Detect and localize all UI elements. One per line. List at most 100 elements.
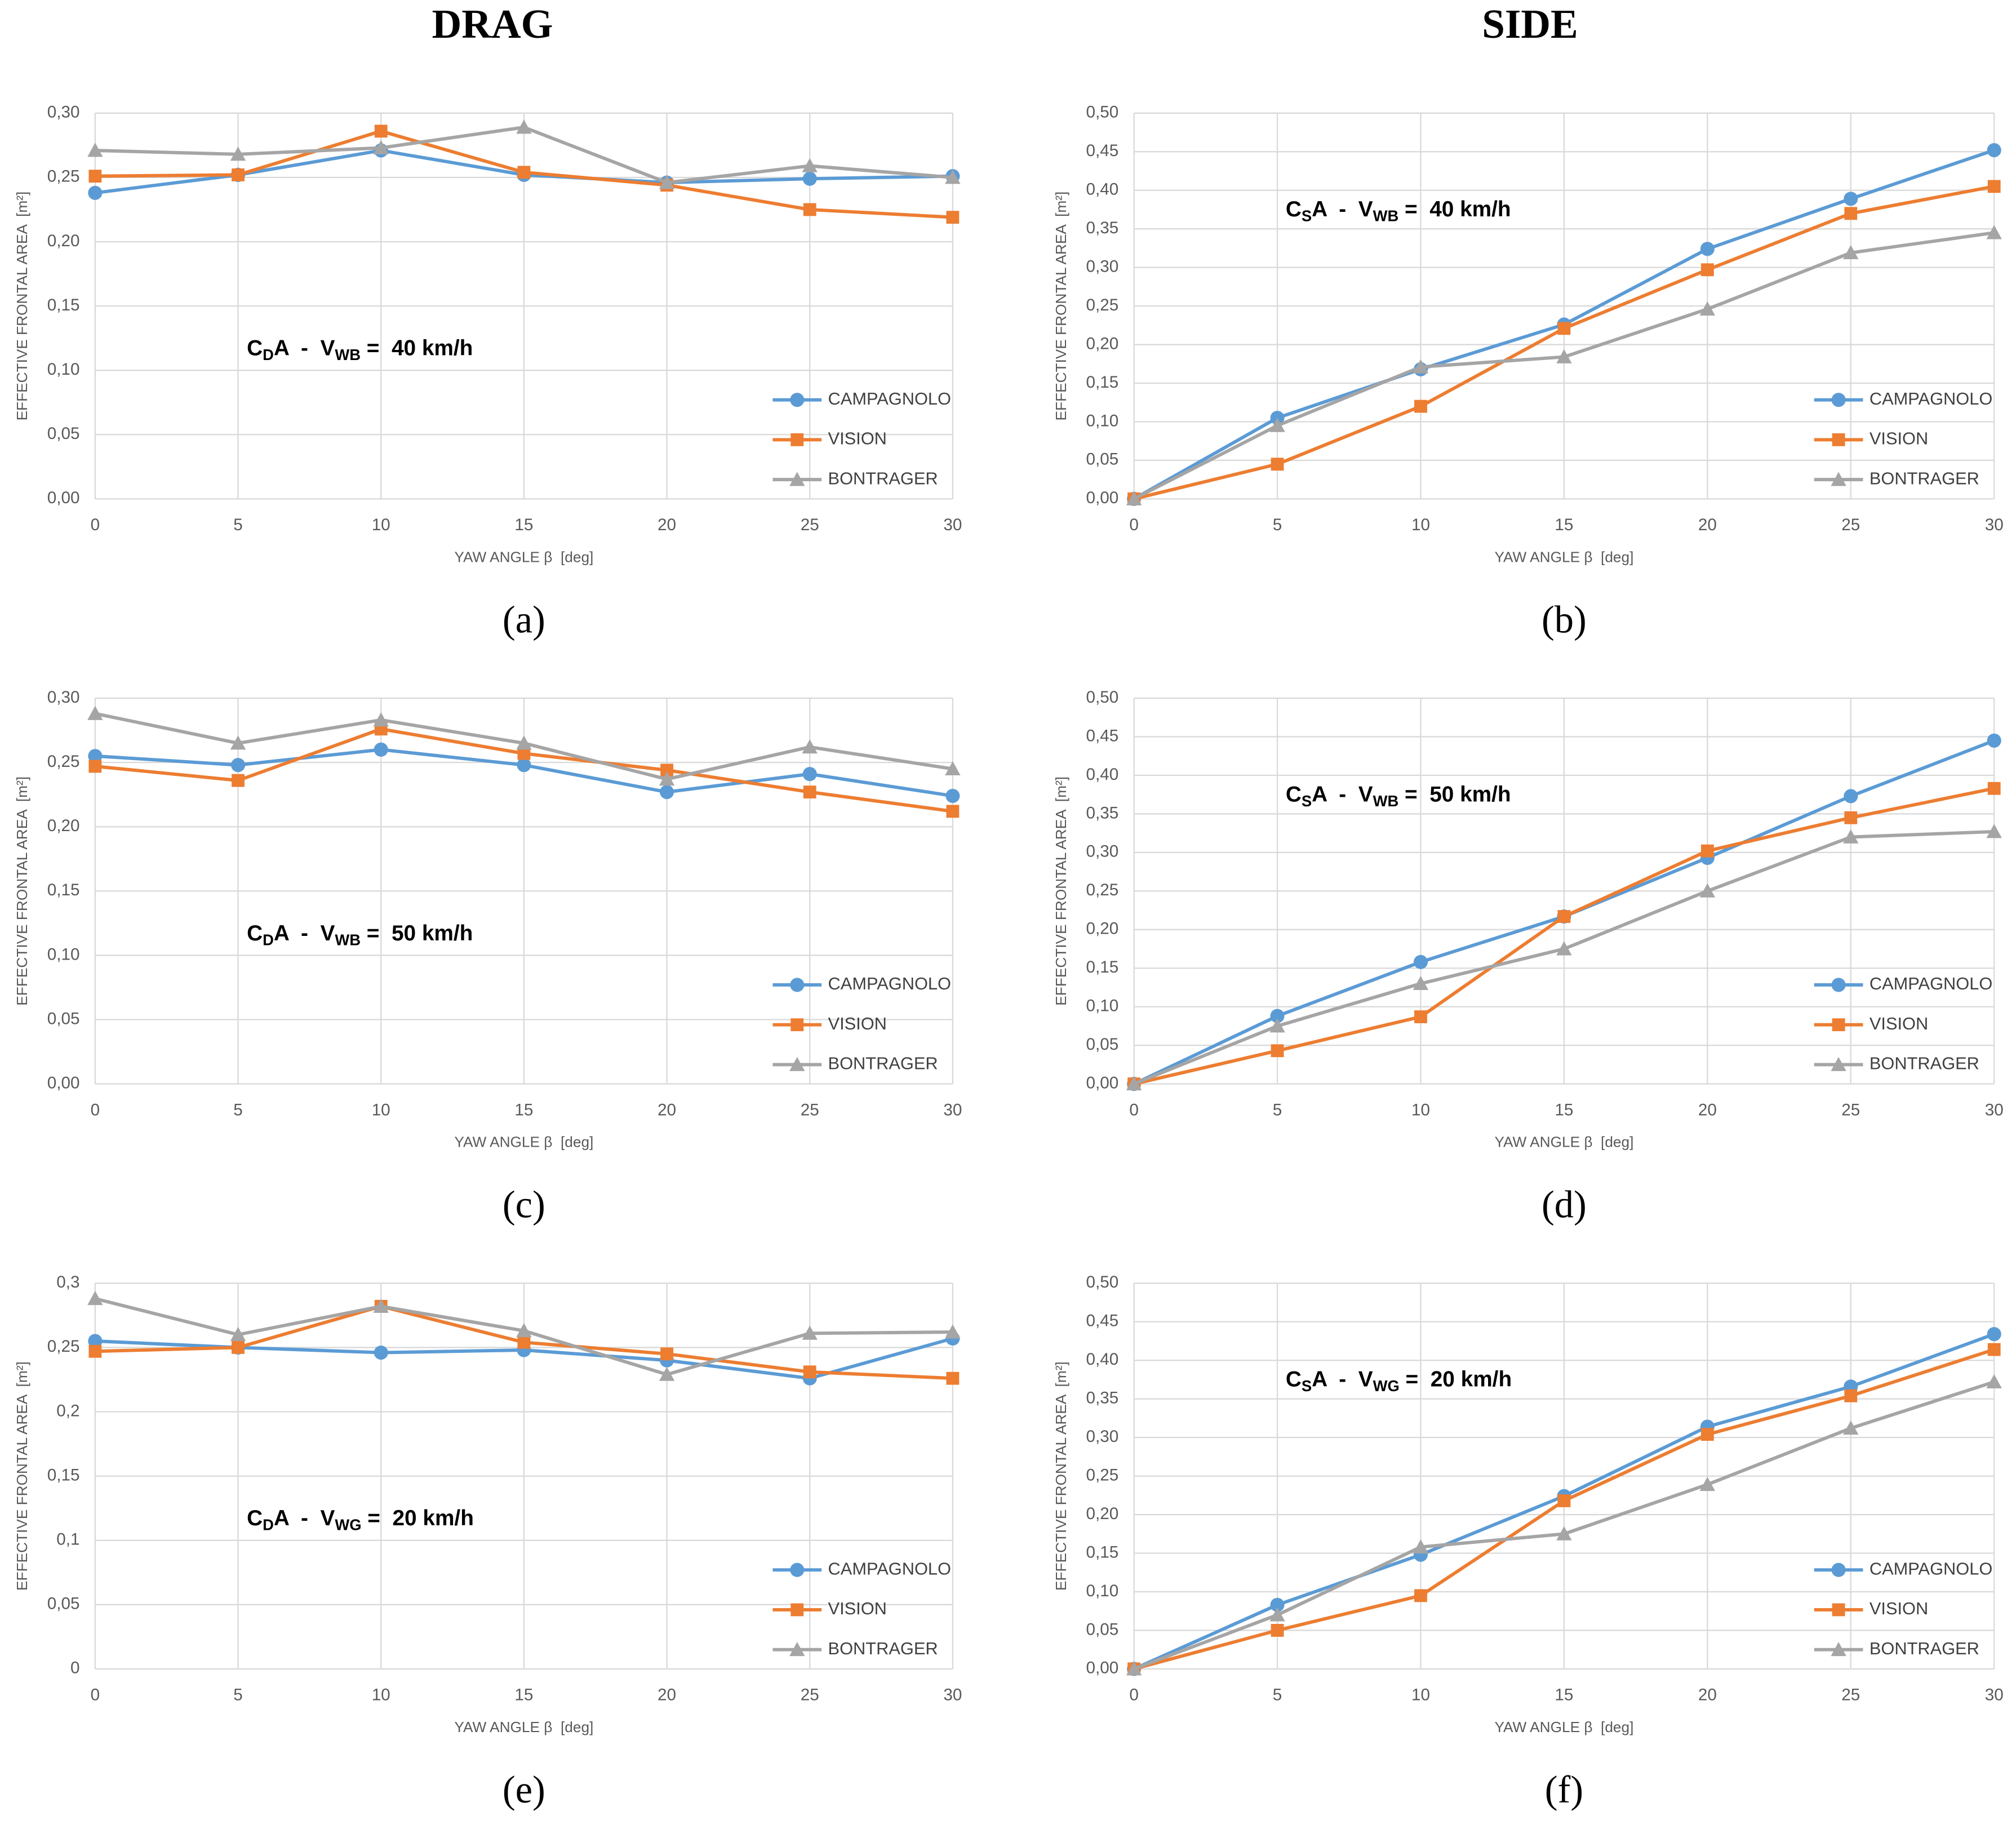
annotation-text: = 40 km/h [1398,197,1511,221]
y-tick-label: 0,20 [1086,334,1119,353]
marker [946,805,960,818]
marker [1271,458,1284,471]
x-tick-label: 0 [91,1100,100,1119]
marker [945,761,961,775]
x-tick-label: 10 [372,1100,390,1119]
x-tick-label: 0 [1129,516,1139,534]
marker [945,788,960,803]
marker [1270,411,1285,425]
chart: 0,00 0,05 0,10 0,15 0,20 0,25 0,30 0,35 0,40 0,45… [1053,688,2004,1226]
y-tick-label: 0,30 [1086,1427,1119,1446]
annotation-text: A - V [274,921,335,945]
marker [1844,789,1858,803]
marker [87,143,103,157]
y-tick-label: 0,25 [1086,296,1119,314]
marker [373,140,389,154]
marker [1414,1589,1427,1602]
marker [230,147,246,161]
marker [1413,1539,1429,1553]
x-tick-label: 30 [943,516,962,534]
annotation: CSA - VWG = 20 km/h [1286,1368,1512,1395]
panel-label: (c) [503,1183,545,1226]
x-tick-label: 25 [801,1100,819,1119]
x-axis-label: YAW ANGLE β [deg] [454,1134,593,1151]
marker [88,1334,103,1348]
marker [88,1344,102,1358]
annotation-text: = 50 km/h [1398,783,1511,807]
chart: 0,00 0,05 0,10 0,15 0,20 0,25 0,30 0 5 10 15 20 25 30… [14,103,962,641]
y-tick-label: 0,10 [1086,411,1119,430]
annotation: CSA - VWB = 50 km/h [1286,783,1511,810]
y-tick-label: 0,15 [47,881,80,899]
legend-marker [1831,393,1846,407]
y-tick-label: 0,20 [1086,1504,1119,1523]
marker [230,758,246,773]
marker [517,758,531,773]
y-tick-label: 0,10 [47,360,80,379]
marker [1556,1526,1572,1541]
marker [1270,1009,1285,1023]
legend-marker [791,1603,804,1617]
annotation-text: C [1286,197,1302,221]
marker [516,1323,532,1338]
y-tick-label: 0,30 [1086,257,1119,276]
marker [1987,1343,2001,1356]
marker [1987,782,2001,795]
legend-marker [789,472,805,486]
marker [232,774,245,787]
marker [1271,1624,1284,1637]
marker [945,170,961,184]
y-axis-label: EFFECTIVE FRONTAL AREA [m²] [1053,776,1069,1006]
panel-label: (a) [503,598,545,641]
x-axis-label: YAW ANGLE β [deg] [454,1719,593,1735]
y-tick-label: 0,20 [1086,920,1119,938]
y-tick-label: 0,20 [47,232,80,250]
marker [659,771,675,786]
annotation-subscript: D [263,346,274,363]
marker [802,739,818,754]
y-tick-label: 0,3 [56,1273,79,1291]
marker [1271,1044,1284,1058]
marker [803,785,816,799]
y-tick-label: 0,05 [47,1009,80,1028]
x-tick-label: 25 [1841,1100,1860,1119]
marker [516,119,532,134]
marker [373,1298,389,1313]
x-tick-label: 10 [1411,1686,1430,1704]
marker [659,175,675,189]
marker [946,1371,960,1385]
x-axis-label: YAW ANGLE β [deg] [1494,1134,1633,1151]
y-tick-label: 0,15 [1086,958,1119,976]
marker [232,1341,245,1354]
annotation-text: = 40 km/h [361,336,473,361]
marker [1126,491,1142,505]
x-tick-label: 5 [233,1686,243,1704]
marker [1843,245,1859,260]
x-tick-label: 25 [801,516,819,534]
x-tick-label: 10 [1411,516,1430,534]
marker [1270,1597,1285,1612]
x-tick-label: 15 [514,516,533,534]
y-tick-label: 0,10 [1086,1582,1119,1600]
marker [517,166,531,179]
y-tick-label: 0,15 [47,296,80,314]
y-tick-label: 0,30 [47,688,80,707]
marker [1556,941,1572,956]
y-tick-label: 0,30 [47,103,80,122]
x-tick-label: 5 [233,1100,243,1119]
marker [945,1324,961,1339]
marker [1413,955,1428,969]
y-tick-label: 0,05 [1086,1620,1119,1639]
annotation-subscript: WG [1373,1377,1400,1395]
marker [1413,975,1429,991]
y-tick-label: 0,15 [1086,373,1119,392]
legend-marker [791,1018,804,1032]
y-tick-label: 0,25 [1086,1466,1119,1484]
marker [230,1326,246,1342]
y-tick-label: 0,40 [1086,1350,1119,1369]
y-tick-label: 0,45 [1086,726,1119,745]
marker [374,742,388,757]
marker [1844,811,1858,824]
legend-marker [790,393,805,407]
